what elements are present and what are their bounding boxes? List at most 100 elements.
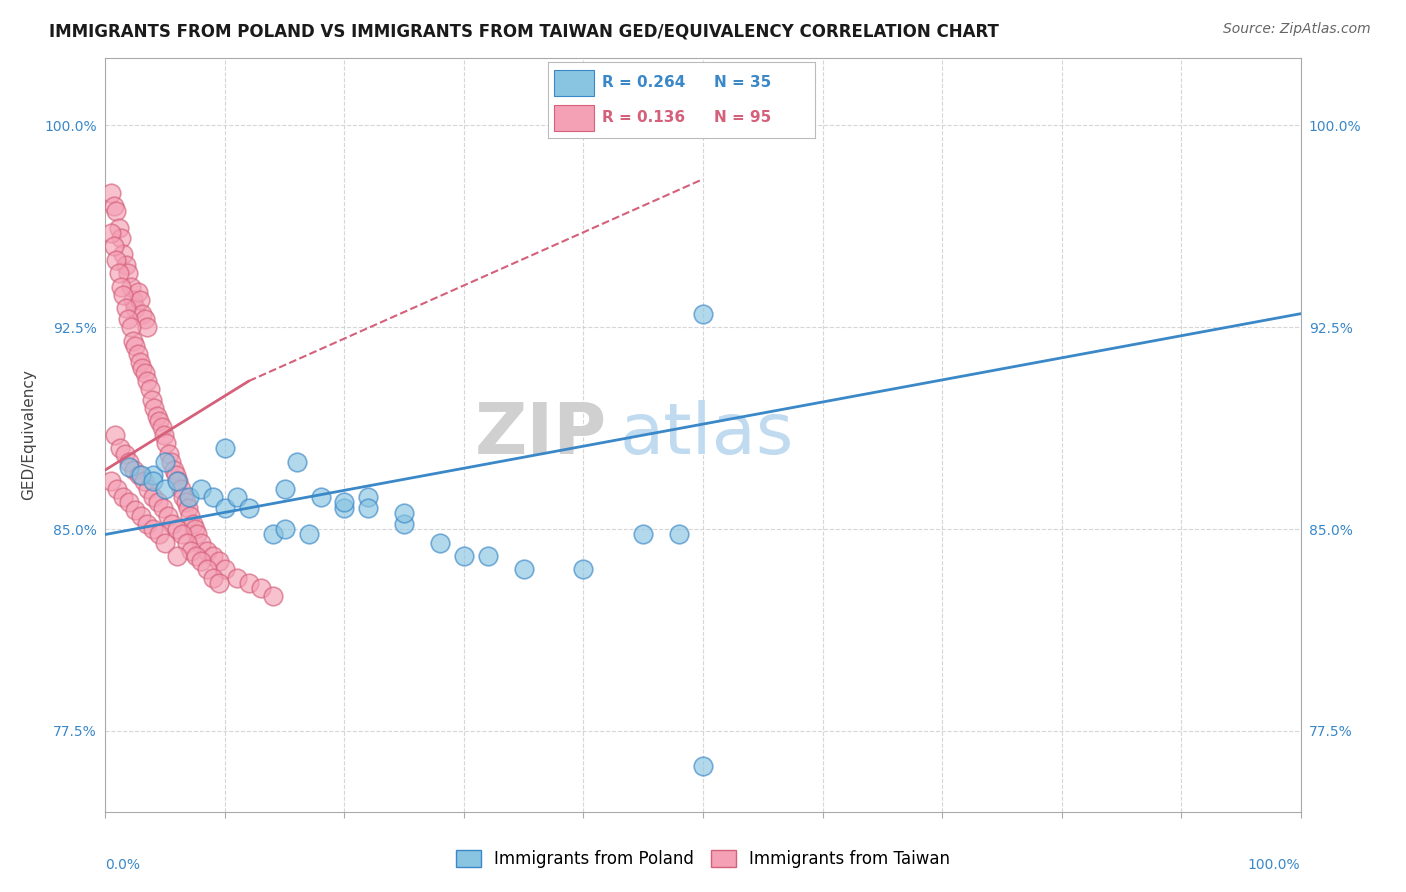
Text: IMMIGRANTS FROM POLAND VS IMMIGRANTS FROM TAIWAN GED/EQUIVALENCY CORRELATION CHA: IMMIGRANTS FROM POLAND VS IMMIGRANTS FRO… bbox=[49, 22, 1000, 40]
Point bbox=[190, 482, 212, 496]
Point bbox=[190, 554, 212, 568]
Point bbox=[103, 239, 125, 253]
Text: 0.0%: 0.0% bbox=[105, 858, 141, 872]
Point bbox=[117, 312, 139, 326]
Point bbox=[136, 320, 159, 334]
Point bbox=[156, 508, 179, 523]
Point bbox=[692, 307, 714, 321]
Point bbox=[124, 339, 146, 353]
Point bbox=[195, 543, 218, 558]
Point bbox=[513, 562, 536, 576]
Point bbox=[238, 500, 260, 515]
Point bbox=[262, 590, 284, 604]
Point bbox=[186, 549, 208, 563]
Point bbox=[262, 527, 284, 541]
Point bbox=[392, 506, 416, 520]
Point bbox=[110, 231, 132, 245]
Point bbox=[134, 312, 156, 326]
Point bbox=[146, 495, 169, 509]
Point bbox=[160, 455, 183, 469]
Point bbox=[107, 266, 129, 280]
Point bbox=[129, 468, 153, 483]
Point bbox=[180, 543, 202, 558]
Point bbox=[122, 463, 145, 477]
Point bbox=[202, 490, 225, 504]
Text: 100.0%: 100.0% bbox=[1249, 858, 1301, 872]
Point bbox=[202, 570, 225, 584]
Point bbox=[100, 474, 122, 488]
Point bbox=[142, 522, 165, 536]
Point bbox=[138, 382, 160, 396]
Point bbox=[153, 535, 177, 549]
Point bbox=[134, 366, 156, 380]
Point bbox=[148, 414, 170, 428]
Point bbox=[122, 293, 145, 308]
Point bbox=[110, 280, 132, 294]
Point bbox=[129, 508, 153, 523]
Point bbox=[453, 549, 475, 563]
Point bbox=[100, 186, 122, 200]
Point bbox=[162, 463, 184, 477]
Point bbox=[162, 516, 184, 531]
Point bbox=[190, 535, 212, 549]
Point bbox=[148, 527, 170, 541]
Point bbox=[112, 490, 135, 504]
Point bbox=[181, 516, 204, 531]
Point bbox=[120, 320, 142, 334]
Point bbox=[150, 419, 173, 434]
Point bbox=[105, 204, 128, 219]
Point bbox=[214, 562, 236, 576]
Text: ZIP: ZIP bbox=[475, 401, 607, 469]
Point bbox=[124, 301, 146, 316]
Point bbox=[225, 570, 249, 584]
Text: Source: ZipAtlas.com: Source: ZipAtlas.com bbox=[1223, 22, 1371, 37]
Point bbox=[172, 490, 194, 504]
Point bbox=[143, 401, 166, 415]
Point bbox=[104, 428, 127, 442]
Point bbox=[118, 460, 141, 475]
Point bbox=[357, 490, 380, 504]
Point bbox=[208, 554, 231, 568]
Point bbox=[118, 495, 141, 509]
Point bbox=[170, 527, 193, 541]
Point bbox=[142, 474, 165, 488]
Point bbox=[117, 266, 139, 280]
Point bbox=[122, 334, 145, 348]
Point bbox=[152, 500, 174, 515]
Point bbox=[100, 226, 122, 240]
Text: N = 35: N = 35 bbox=[714, 75, 772, 90]
Point bbox=[692, 759, 714, 773]
Point bbox=[298, 527, 321, 541]
Point bbox=[132, 474, 155, 488]
Point bbox=[333, 495, 356, 509]
Point bbox=[108, 442, 131, 456]
Point bbox=[170, 482, 193, 496]
Point bbox=[153, 482, 177, 496]
Point bbox=[107, 482, 129, 496]
Point bbox=[225, 490, 249, 504]
Point bbox=[273, 522, 295, 536]
Text: R = 0.264: R = 0.264 bbox=[602, 75, 685, 90]
Point bbox=[146, 409, 169, 423]
Point bbox=[157, 447, 180, 461]
Point bbox=[166, 549, 188, 563]
Point bbox=[153, 455, 177, 469]
Point bbox=[285, 455, 308, 469]
Point bbox=[129, 355, 152, 369]
Text: atlas: atlas bbox=[619, 401, 794, 469]
FancyBboxPatch shape bbox=[554, 70, 593, 95]
Point bbox=[114, 301, 136, 316]
Point bbox=[153, 428, 176, 442]
Point bbox=[141, 392, 163, 407]
Point bbox=[129, 293, 152, 308]
Point bbox=[127, 347, 149, 361]
Point bbox=[136, 374, 159, 388]
FancyBboxPatch shape bbox=[554, 105, 593, 130]
Point bbox=[668, 527, 690, 541]
Point bbox=[195, 562, 218, 576]
Point bbox=[166, 522, 188, 536]
Point bbox=[477, 549, 499, 563]
Point bbox=[214, 442, 236, 456]
Point bbox=[131, 307, 153, 321]
Point bbox=[142, 490, 165, 504]
